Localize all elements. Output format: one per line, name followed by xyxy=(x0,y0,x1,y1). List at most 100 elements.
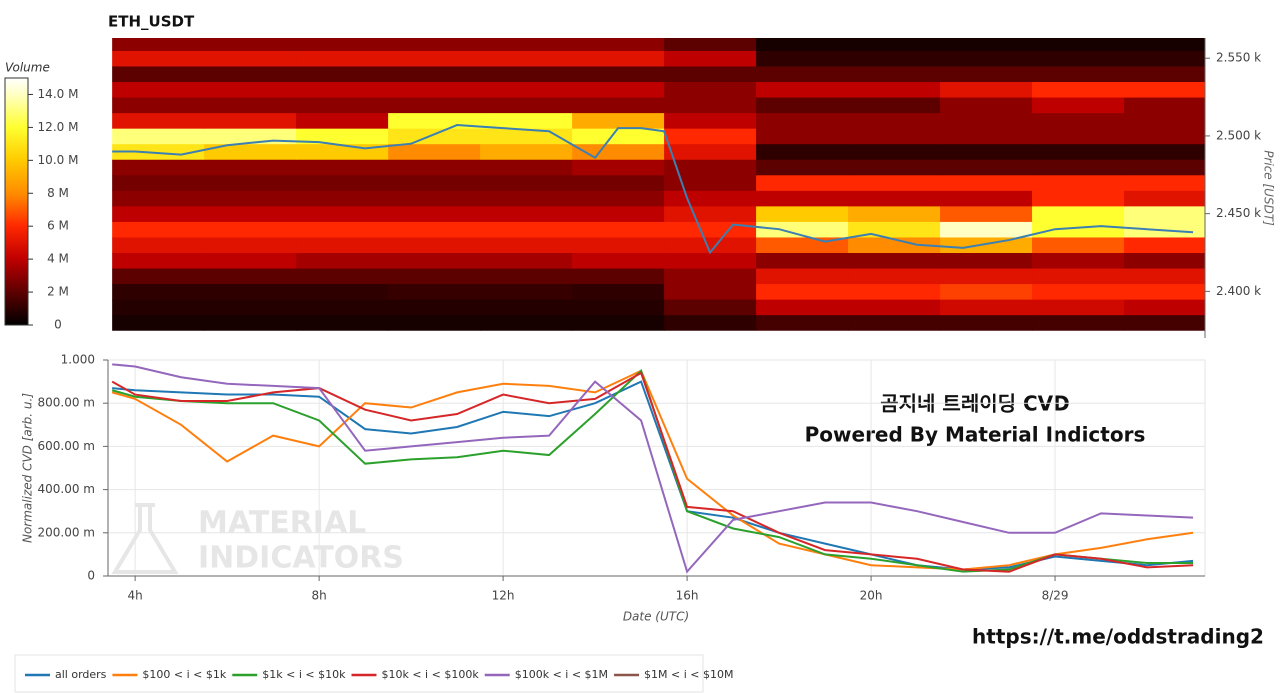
heat-cell xyxy=(296,190,389,207)
heat-cell xyxy=(112,81,205,98)
series-line xyxy=(112,380,1194,571)
colorbar-tick-label: 4 M xyxy=(47,252,69,266)
legend xyxy=(14,654,704,693)
heat-cell xyxy=(296,65,389,83)
heat-cell xyxy=(112,65,205,83)
x-tick-label: 12h xyxy=(492,589,515,603)
heat-cell xyxy=(940,50,1033,67)
heat-cell xyxy=(572,221,665,238)
heat-cell xyxy=(1032,236,1125,254)
heat-cell xyxy=(204,314,297,331)
heat-cell xyxy=(572,81,665,98)
heat-cell xyxy=(572,112,665,129)
heat-cell xyxy=(1032,65,1125,83)
heat-cell xyxy=(756,112,849,129)
heat-cell xyxy=(112,174,205,191)
heat-cell xyxy=(848,112,941,129)
heat-cell xyxy=(664,159,757,176)
heat-cell xyxy=(664,314,757,331)
heat-cell xyxy=(940,205,1033,222)
heat-cell xyxy=(388,50,481,67)
heat-cell xyxy=(848,97,941,114)
heat-cell xyxy=(112,143,205,160)
heat-cell xyxy=(296,50,389,67)
colorbar xyxy=(4,77,29,326)
heat-cell xyxy=(1124,174,1205,191)
heat-cell xyxy=(664,50,757,67)
heat-cell xyxy=(664,81,757,98)
heatmap xyxy=(112,38,1205,331)
y-tick-label: 2.400 k xyxy=(1216,284,1261,298)
heat-cell xyxy=(388,81,481,98)
heat-cell xyxy=(572,143,665,160)
heat-cell xyxy=(848,190,941,207)
heat-cell xyxy=(480,112,573,129)
legend-label: $1k < i < $10k xyxy=(262,668,346,681)
heat-cell xyxy=(480,50,573,67)
heat-cell xyxy=(572,299,665,316)
heat-cell xyxy=(204,38,297,51)
heat-cell xyxy=(848,50,941,67)
heat-cell xyxy=(296,38,389,51)
series-line xyxy=(112,363,1194,574)
heat-cell xyxy=(940,38,1033,51)
heat-cell xyxy=(480,299,573,316)
heat-cell xyxy=(204,143,297,160)
heat-cell xyxy=(756,159,849,176)
colorbar-tick-label: 6 M xyxy=(47,219,69,233)
y-tick-label: 2.550 k xyxy=(1216,51,1261,65)
heat-cell xyxy=(664,236,757,254)
heat-cell xyxy=(572,205,665,222)
heat-cell xyxy=(756,143,849,160)
heat-cell xyxy=(848,283,941,300)
heat-cell xyxy=(664,38,757,51)
y-tick-label: 1.000 xyxy=(61,353,95,367)
heat-cell xyxy=(664,128,757,145)
heat-cell xyxy=(756,314,849,331)
heat-cell xyxy=(204,174,297,191)
heat-cell xyxy=(388,283,481,300)
heat-cell xyxy=(940,112,1033,129)
series-line xyxy=(111,368,1194,573)
legend-label: $1M < i < $10M xyxy=(644,668,733,681)
heat-cell xyxy=(1032,314,1125,331)
heat-cell xyxy=(664,252,757,269)
heat-cell xyxy=(112,236,205,254)
heat-cell xyxy=(848,143,941,160)
heat-cell xyxy=(1032,112,1125,129)
legend-label: all orders xyxy=(55,668,107,681)
heat-cell xyxy=(572,190,665,207)
x-tick-label: 4h xyxy=(128,589,143,603)
heat-cell xyxy=(1124,268,1205,285)
heat-cell xyxy=(388,143,481,160)
heat-cell xyxy=(204,50,297,67)
heat-cell xyxy=(388,221,481,238)
footer-link[interactable]: https://t.me/oddstrading2 xyxy=(972,625,1264,649)
heat-cell xyxy=(1032,97,1125,114)
heat-cell xyxy=(664,174,757,191)
heat-cell xyxy=(204,112,297,129)
heat-cell xyxy=(940,252,1033,269)
heat-cell xyxy=(1124,236,1205,254)
heat-cell xyxy=(1032,50,1125,67)
heat-cell xyxy=(756,97,849,114)
heat-cell xyxy=(756,252,849,269)
heat-cell xyxy=(112,159,205,176)
heat-cell xyxy=(480,314,573,331)
heat-cell xyxy=(1124,190,1205,207)
heat-cell xyxy=(572,65,665,83)
heat-cell xyxy=(848,314,941,331)
heat-cell xyxy=(940,128,1033,145)
heat-cell xyxy=(480,159,573,176)
colorbar-tick-label: 10.0 M xyxy=(38,153,79,167)
heat-cell xyxy=(1032,252,1125,269)
heat-cell xyxy=(480,236,573,254)
y-axis-label: Price [USDT] xyxy=(1262,150,1276,226)
heat-cell xyxy=(664,97,757,114)
heat-cell xyxy=(204,159,297,176)
heat-cell xyxy=(756,38,849,51)
heat-cell xyxy=(664,65,757,83)
heat-cell xyxy=(1124,50,1205,67)
colorbar-tick-label: 14.0 M xyxy=(38,87,79,101)
